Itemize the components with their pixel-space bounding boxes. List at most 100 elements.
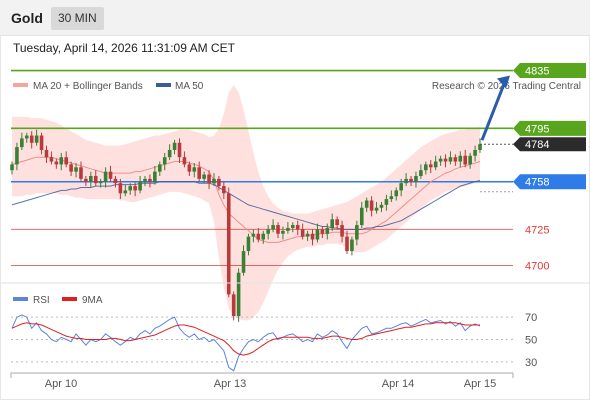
candle [379,201,384,213]
rsi-line [11,314,481,372]
rsi-legend: RSI 9MA [13,295,103,306]
candle-body [79,167,83,179]
candle [295,220,300,236]
candle-body [246,236,251,252]
candle-body [44,149,49,158]
candle-body [148,178,152,182]
candle-body [310,233,315,240]
candle-body [212,178,216,184]
candle-body [295,225,300,230]
rsi-legend-label: RSI [33,295,50,306]
candle [15,142,19,171]
rsi-axis-label-50: 50 [525,335,537,347]
candle-body [84,178,88,182]
level-label-4700: 4700 [525,261,549,273]
candle [29,131,34,149]
candle [414,171,418,188]
candle [359,201,364,228]
candle-body [10,164,14,171]
candle-body [394,190,399,197]
candle-body [266,229,270,234]
candle [399,178,403,197]
level-label-4725: 4725 [525,224,549,236]
level-label-4758: 4758 [525,177,549,189]
candle-body [20,138,24,148]
candle [241,245,246,276]
timeframe-button[interactable]: 30 MIN [51,7,104,30]
candle [172,139,177,155]
candle-body [202,174,206,179]
candle-body [286,227,290,231]
candle [79,161,83,182]
candle [197,161,201,182]
candle-body [217,178,221,187]
candle [355,220,359,246]
candle-body [414,175,418,182]
candle-body [438,158,443,162]
candle [478,138,482,153]
candle-body [29,135,34,143]
x-axis-label: Apr 10 [45,378,77,390]
candle-body [54,161,59,165]
candle-body [463,155,468,165]
rsi-ma-line [11,322,480,356]
candle-body [345,236,349,252]
candle [118,178,123,200]
candle [374,201,379,214]
candle-body [143,178,147,182]
candle [281,226,285,240]
candle [192,162,197,178]
candle-body [389,196,394,200]
candle-body [473,149,477,156]
candle [325,223,330,240]
candle-body [468,155,472,165]
bollinger-legend-swatch [13,83,28,87]
candle [404,173,408,187]
candle [473,145,477,162]
candle [64,151,68,168]
candle-body [374,207,379,211]
candle-body [118,183,123,194]
candle [291,222,295,233]
candle-body [113,178,118,184]
candle [128,183,133,195]
candle-body [320,229,325,234]
candle [84,175,88,187]
candle-body [409,178,413,182]
candle [153,165,157,185]
candle [428,160,433,174]
candle [123,184,128,197]
ma50-legend-swatch [156,83,171,87]
candle-body [251,233,256,237]
candle [226,187,231,298]
candle-body [350,239,354,252]
candle [443,154,448,168]
candle-body [399,183,403,191]
candle-body [103,171,108,182]
candle-body [300,229,305,237]
candle [20,132,24,150]
candle [369,196,374,217]
candle-body [162,157,167,165]
candle-body [167,149,172,158]
candle-body [231,294,236,317]
candle-body [419,170,423,176]
chart-datetime: Tuesday, April 14, 2026 11:31:09 AM CET [13,41,235,55]
candle-body [305,233,310,237]
candle-body [59,157,64,165]
candle [54,158,59,169]
candle [44,145,49,163]
candle [463,149,468,168]
candle [10,161,14,175]
candle-body [49,157,54,162]
candle [162,152,167,171]
instrument-title: Gold [11,10,43,26]
candle [345,230,349,254]
candle [207,170,211,189]
candle-body [276,225,280,234]
candle-body [39,135,44,150]
level-label-4835: 4835 [525,66,549,78]
candle [49,151,54,165]
candle [89,171,93,188]
